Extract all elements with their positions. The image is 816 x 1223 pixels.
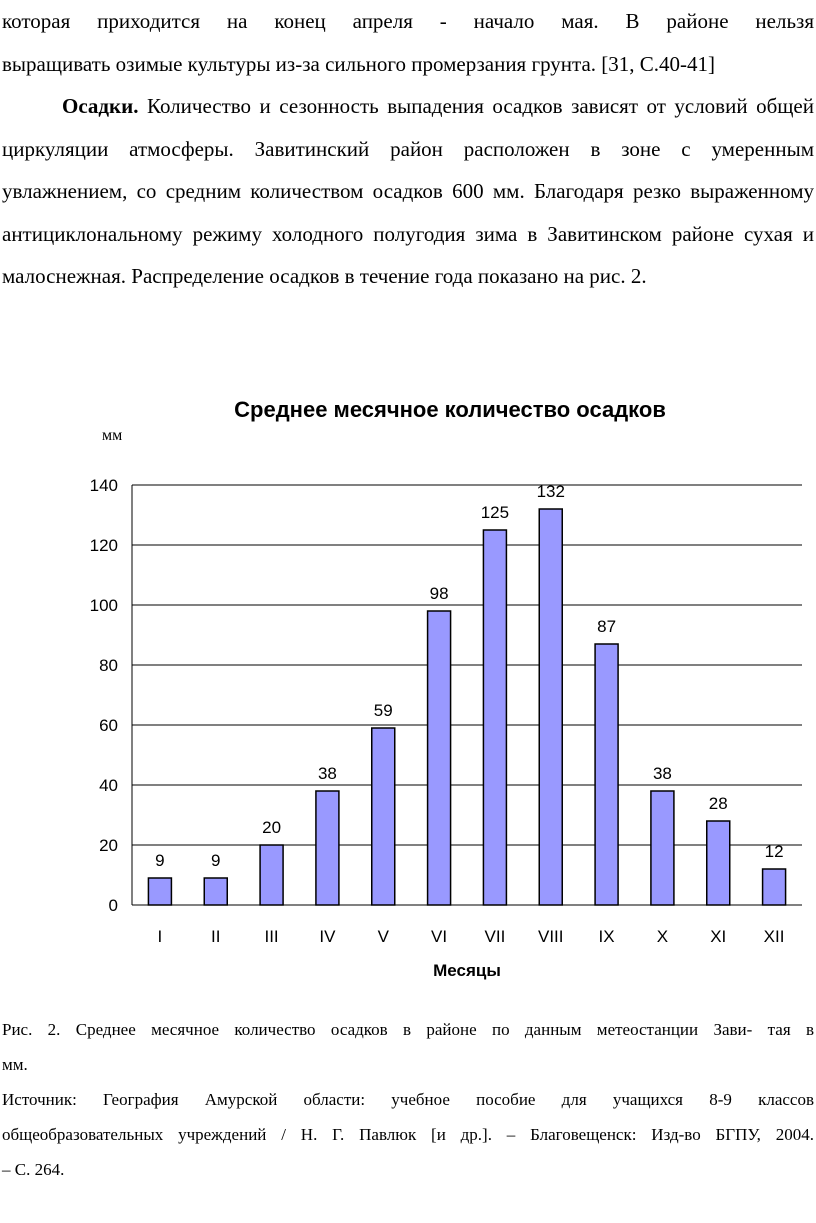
bars [147, 508, 787, 906]
source-line: общеобразовательных учреждений / Н. Г. П… [2, 1125, 814, 1144]
chart-title: Среднее месячное количество осадков [234, 397, 666, 422]
bar [371, 727, 396, 906]
data-label: 132 [537, 482, 565, 501]
y-tick-labels: 0 20 40 60 80 100 120 140 [90, 476, 118, 915]
x-tick-label: XI [710, 927, 726, 946]
paragraph-line: которая приходится на конец апреля - нач… [2, 9, 814, 33]
data-labels: 9 9 20 38 59 98 125 132 87 38 28 12 [155, 482, 783, 870]
caption-line: Рис. 2. Среднее месячное количество осад… [2, 1020, 814, 1039]
data-label: 20 [262, 818, 281, 837]
bar [259, 844, 284, 906]
data-label: 38 [318, 764, 337, 783]
precipitation-chart: Среднее месячное количество осадков мм М… [0, 380, 816, 990]
bar [147, 877, 173, 906]
data-label: 38 [653, 764, 672, 783]
caption-line: мм. [2, 1055, 28, 1074]
x-tick-label: VII [485, 927, 506, 946]
data-label: 28 [709, 794, 728, 813]
y-tick-label: 100 [90, 596, 118, 615]
data-label: 9 [211, 851, 220, 870]
x-tick-label: II [211, 927, 220, 946]
bar [761, 868, 787, 906]
bar [426, 610, 452, 906]
y-tick-label: 140 [90, 476, 118, 495]
data-label: 59 [374, 701, 393, 720]
paragraph-line: выращивать озимые культуры из-за сильног… [2, 51, 716, 76]
paragraph-text: Количество и сезонность выпадения осадко… [2, 94, 814, 288]
data-label: 98 [430, 584, 449, 603]
y-tick-label: 120 [90, 536, 118, 555]
paragraph-heading: Осадки. [62, 94, 139, 118]
source-line: Источник: География Амурской области: уч… [2, 1090, 814, 1109]
data-label: 87 [597, 617, 616, 636]
x-tick-label: V [378, 927, 390, 946]
x-tick-label: III [264, 927, 278, 946]
data-label: 9 [155, 851, 164, 870]
figure-caption: Рис. 2. Среднее месячное количество осад… [2, 1012, 814, 1187]
bar [650, 790, 675, 906]
x-tick-label: X [657, 927, 668, 946]
x-tick-label: VIII [538, 927, 564, 946]
x-axis-label: Месяцы [433, 961, 501, 980]
y-tick-label: 40 [99, 776, 118, 795]
bar [706, 820, 731, 906]
paragraph-precipitation: Осадки. Количество и сезонность выпадени… [2, 85, 814, 298]
x-tick-label: I [158, 927, 163, 946]
y-tick-label: 20 [99, 836, 118, 855]
body-text: которая приходится на конец апреля - нач… [2, 0, 814, 298]
chart-canvas: Среднее месячное количество осадков мм М… [90, 397, 802, 980]
bar [594, 643, 619, 906]
x-tick-label: VI [431, 927, 447, 946]
data-label: 12 [765, 842, 784, 861]
source-line: – С. 264. [2, 1160, 65, 1179]
bar [538, 508, 563, 906]
bar [482, 529, 508, 906]
y-axis-label: мм [102, 427, 122, 444]
y-tick-label: 80 [99, 656, 118, 675]
x-tick-label: XII [764, 927, 785, 946]
bar [203, 877, 228, 906]
bar [315, 790, 340, 906]
y-tick-label: 60 [99, 716, 118, 735]
gridlines [131, 484, 802, 906]
y-tick-label: 0 [109, 896, 118, 915]
x-tick-labels: I II III IV V VI VII VIII IX X XI XII [158, 927, 785, 946]
x-tick-label: IV [319, 927, 336, 946]
data-label: 125 [481, 503, 509, 522]
x-tick-label: IX [599, 927, 615, 946]
